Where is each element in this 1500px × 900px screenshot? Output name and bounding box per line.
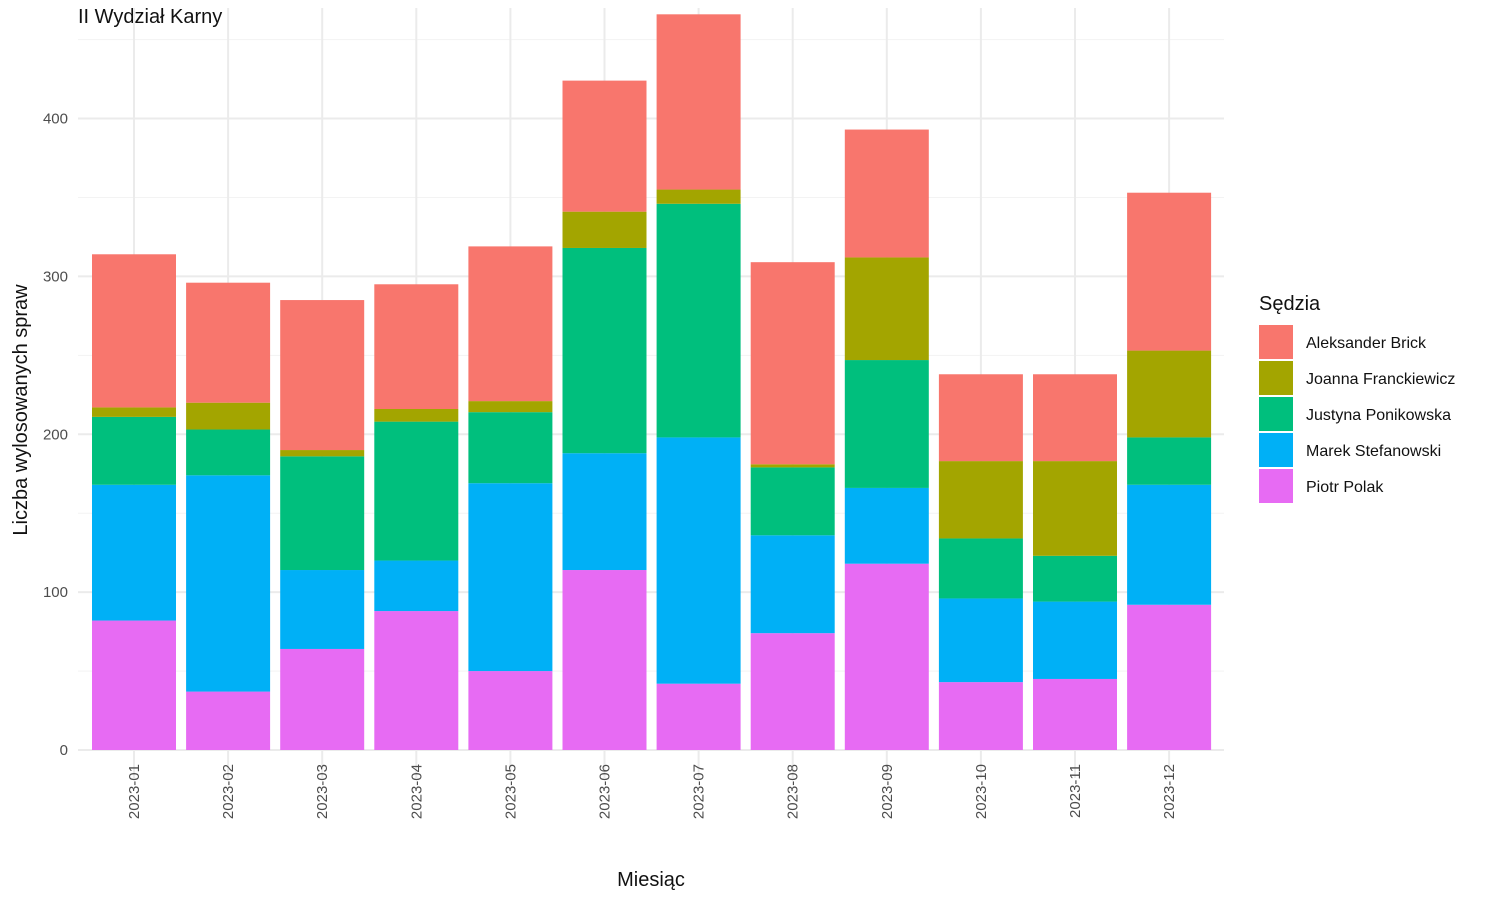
bar-segment	[374, 408, 459, 422]
bar-segment	[562, 211, 647, 248]
bar-segment	[92, 407, 176, 417]
legend: Sędzia Aleksander Brick Joanna Franckiewi…	[1259, 293, 1455, 503]
bar-segment	[1127, 437, 1212, 485]
bar-segment	[1033, 374, 1117, 462]
x-tick-label: 2023-04	[408, 764, 425, 819]
bar-segment	[92, 416, 176, 485]
bar-segment	[562, 570, 647, 750]
bar-segment	[92, 484, 176, 621]
bar-segment	[656, 189, 741, 204]
x-axis-ticks: 2023-01 2023-02 2023-03 2023-04 2023-05 2023-…	[126, 764, 1178, 819]
bar-segment	[938, 598, 1023, 683]
bar-segment	[562, 80, 647, 212]
bar-segment	[280, 456, 365, 571]
x-tick-label: 2023-11	[1067, 764, 1084, 818]
bar-segment	[468, 246, 553, 402]
bar-segment	[844, 487, 929, 564]
x-tick-label: 2023-01	[126, 764, 143, 819]
bar-segment	[468, 671, 553, 750]
bar-segment	[186, 402, 271, 430]
bar-segment	[468, 401, 553, 413]
x-tick-label: 2023-06	[597, 764, 614, 819]
y-tick-label: 100	[43, 584, 68, 601]
x-tick-label: 2023-08	[785, 764, 802, 819]
bar-segment	[374, 421, 459, 561]
bar-segment	[1127, 604, 1212, 750]
bar-segment	[1127, 350, 1212, 438]
chart-title: II Wydział Karny	[78, 6, 223, 28]
bar-segment	[844, 563, 929, 750]
bar-segment	[938, 374, 1023, 462]
y-axis-ticks: 0 100 200 300 400	[43, 111, 68, 759]
bar-segment	[1033, 461, 1117, 556]
bar-segment	[656, 437, 741, 684]
y-tick-label: 200	[43, 426, 68, 443]
legend-swatch	[1259, 469, 1293, 503]
x-tick-label: 2023-10	[973, 764, 990, 819]
legend-title: Sędzia	[1259, 293, 1321, 315]
bar-segment	[938, 682, 1023, 750]
bar-segment	[562, 453, 647, 571]
x-tick-label: 2023-07	[691, 764, 708, 819]
x-tick-label: 2023-03	[314, 764, 331, 819]
legend-label: Aleksander Brick	[1306, 335, 1427, 352]
legend-label: Marek Stefanowski	[1306, 443, 1441, 460]
legend-swatch	[1259, 325, 1293, 359]
x-axis-title: Miesiąc	[617, 869, 685, 891]
bar-segment	[1033, 555, 1117, 602]
bar-segment	[1127, 192, 1212, 351]
bar-segment	[186, 691, 271, 750]
bar-segment	[280, 570, 365, 649]
bar-segment	[374, 284, 459, 409]
bar-segment	[656, 14, 741, 190]
bar-segment	[280, 300, 365, 451]
bar-segment	[844, 257, 929, 361]
bar-segment	[750, 633, 835, 750]
bar-segment	[938, 461, 1023, 539]
bar-segment	[374, 560, 459, 612]
bar-segment	[280, 450, 365, 457]
bar-segment	[750, 535, 835, 634]
legend-label: Joanna Franckiewicz	[1306, 371, 1455, 388]
legend-swatch	[1259, 361, 1293, 395]
bar-segment	[1033, 601, 1117, 679]
legend-swatch	[1259, 397, 1293, 431]
y-axis-title: Liczba wylosowanych spraw	[10, 284, 32, 536]
legend-swatch	[1259, 433, 1293, 467]
bar-segment	[92, 620, 176, 750]
legend-label: Justyna Ponikowska	[1306, 407, 1451, 424]
bar-segment	[750, 262, 835, 465]
bar-segment	[656, 203, 741, 438]
x-tick-label: 2023-02	[220, 764, 237, 819]
bar-segment	[938, 538, 1023, 599]
bar-segment	[844, 360, 929, 488]
bar-segment	[186, 282, 271, 403]
bars	[92, 14, 1212, 750]
y-tick-label: 300	[43, 268, 68, 285]
bar-segment	[1033, 678, 1117, 750]
bar-segment	[1127, 484, 1212, 605]
bar-segment	[468, 483, 553, 672]
bar-segment	[562, 247, 647, 454]
bar-segment	[280, 648, 365, 750]
x-tick-label: 2023-09	[879, 764, 896, 819]
legend-label: Piotr Polak	[1306, 479, 1384, 496]
x-tick-label: 2023-12	[1161, 764, 1178, 819]
bar-segment	[92, 254, 176, 408]
bar-segment	[374, 611, 459, 750]
y-tick-label: 0	[60, 742, 68, 759]
bar-segment	[844, 129, 929, 258]
bar-segment	[750, 467, 835, 536]
bar-segment	[186, 429, 271, 476]
bar-segment	[750, 464, 835, 468]
x-tick-label: 2023-05	[502, 764, 519, 819]
y-tick-label: 400	[43, 111, 68, 128]
bar-segment	[656, 683, 741, 750]
bar-segment	[468, 412, 553, 484]
bar-segment	[186, 475, 271, 692]
